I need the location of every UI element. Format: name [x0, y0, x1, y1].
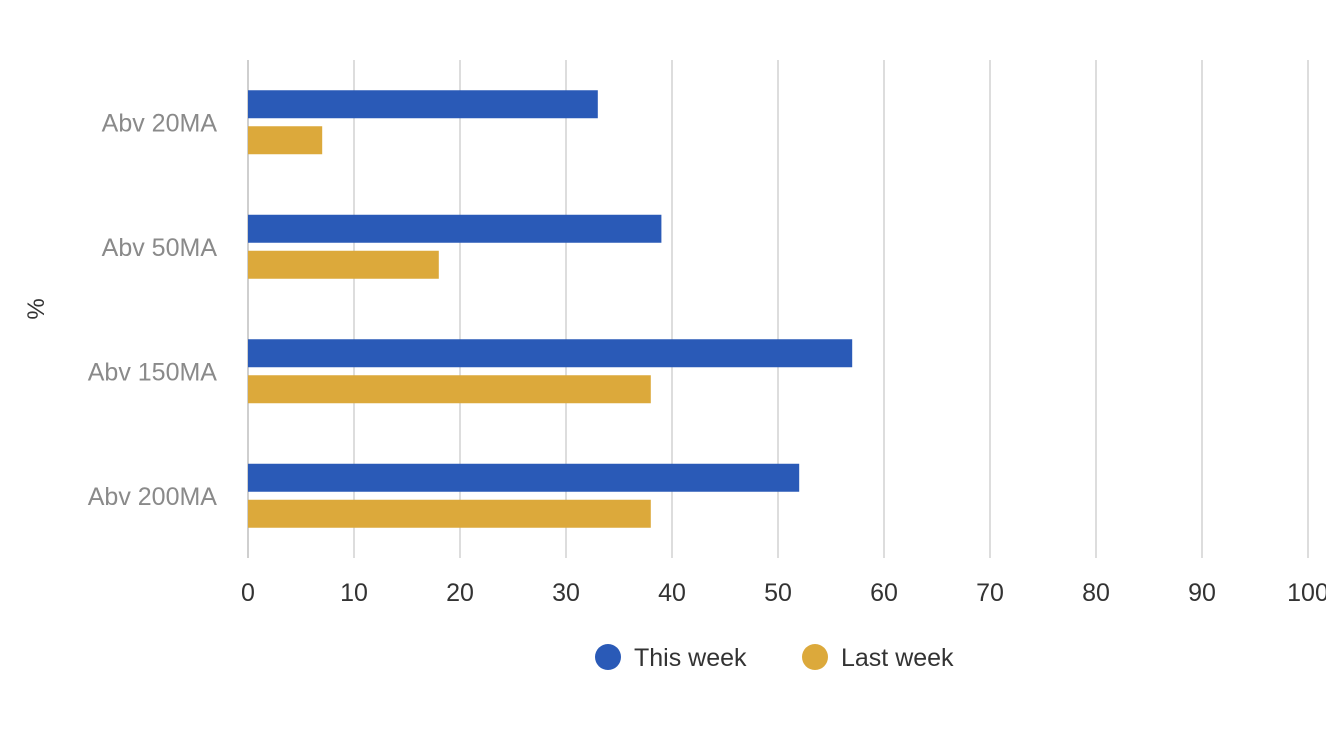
- x-tick-label: 30: [552, 579, 580, 607]
- legend-swatch: [595, 644, 621, 670]
- category-label: Abv 50MA: [102, 234, 218, 262]
- x-tick-label: 90: [1188, 579, 1216, 607]
- category-label: Abv 150MA: [88, 358, 218, 386]
- category-labels: Abv 20MA Abv 50MA Abv 150MA Abv 200MA: [88, 109, 218, 511]
- legend-label: This week: [634, 644, 747, 672]
- bars: [248, 90, 853, 528]
- x-tick-label: 0: [241, 579, 255, 607]
- bar-this-week: [248, 339, 853, 368]
- gridlines: [247, 60, 1309, 558]
- legend: This week Last week: [595, 644, 954, 672]
- bar-this-week: [248, 90, 598, 119]
- y-axis-title: %: [23, 298, 50, 319]
- bar-last-week: [248, 126, 323, 155]
- x-tick-label: 100: [1287, 579, 1326, 607]
- legend-label: Last week: [841, 644, 954, 672]
- x-tick-label: 70: [976, 579, 1004, 607]
- bar-last-week: [248, 250, 439, 279]
- x-tick-label: 10: [340, 579, 368, 607]
- bar-this-week: [248, 214, 662, 243]
- category-label: Abv 200MA: [88, 483, 218, 511]
- x-tick-label: 40: [658, 579, 686, 607]
- x-tick-label: 80: [1082, 579, 1110, 607]
- bar-this-week: [248, 463, 800, 492]
- category-label: Abv 20MA: [102, 109, 218, 137]
- bar-last-week: [248, 499, 651, 528]
- bar-last-week: [248, 375, 651, 404]
- legend-swatch: [802, 644, 828, 670]
- x-tick-label: 50: [764, 579, 792, 607]
- x-tick-label: 60: [870, 579, 898, 607]
- x-tick-label: 20: [446, 579, 474, 607]
- x-axis-ticks: 0 10 20 30 40 50 60 70 80 90 100: [241, 579, 1326, 607]
